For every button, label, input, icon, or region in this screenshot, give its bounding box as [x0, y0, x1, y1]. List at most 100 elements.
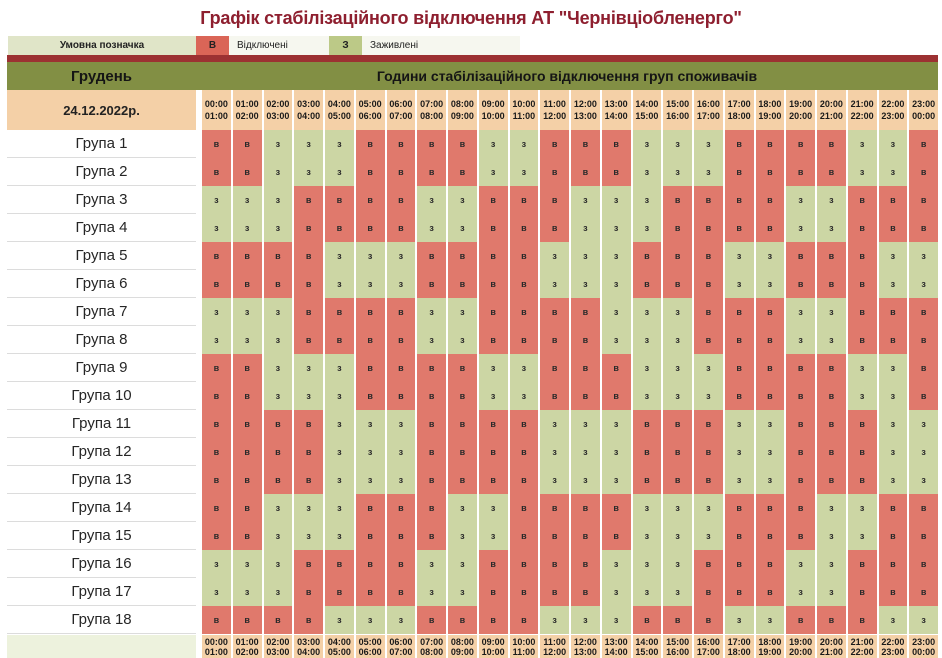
cell-off: в — [847, 326, 877, 354]
cell-off: в — [294, 550, 323, 578]
time-header-cell: 14:00 15:00 — [632, 635, 662, 658]
cell-on: з — [294, 158, 323, 186]
cell-off: в — [540, 130, 569, 158]
cell-off: в — [724, 522, 754, 550]
cell-off: в — [663, 410, 692, 438]
cell-on: з — [847, 382, 877, 410]
cell-on: з — [847, 522, 877, 550]
cell-on: з — [601, 242, 631, 270]
cell-off: в — [663, 438, 692, 466]
cell-on: з — [663, 298, 692, 326]
cell-on: з — [386, 466, 416, 494]
cell-off: в — [355, 130, 385, 158]
cell-off: в — [694, 550, 723, 578]
cell-on: з — [509, 354, 539, 382]
cell-off: в — [601, 522, 631, 550]
cell-on: з — [232, 298, 262, 326]
cell-on: з — [632, 298, 662, 326]
cell-on: з — [355, 410, 385, 438]
cell-off: в — [571, 522, 600, 550]
cell-off: в — [601, 354, 631, 382]
time-header-cell: 18:00 19:00 — [755, 90, 785, 130]
cell-on: з — [571, 466, 600, 494]
group-row: Група 13 в в в в з з з в в в в з з з в в в з з в в в з з — [7, 466, 938, 494]
cell-off: в — [694, 326, 723, 354]
cell-off: в — [632, 438, 662, 466]
cell-off: в — [817, 438, 846, 466]
cell-on: з — [448, 494, 477, 522]
cell-off: в — [202, 130, 231, 158]
cell-on: з — [601, 578, 631, 606]
cell-off: в — [847, 550, 877, 578]
cell-off: в — [817, 130, 846, 158]
cell-on: з — [540, 410, 569, 438]
cell-on: з — [663, 130, 692, 158]
cell-on: з — [478, 354, 508, 382]
cell-off: в — [232, 494, 262, 522]
group-label: Група 16 — [7, 550, 196, 578]
cell-off: в — [478, 466, 508, 494]
cell-off: в — [202, 410, 231, 438]
time-header-cell: 20:00 21:00 — [817, 90, 846, 130]
time-header-cell: 19:00 20:00 — [786, 635, 815, 658]
cell-on: з — [202, 578, 231, 606]
cell-off: в — [386, 578, 416, 606]
cell-on: з — [325, 466, 354, 494]
cell-off: в — [694, 186, 723, 214]
cell-on: з — [571, 438, 600, 466]
cell-off: в — [478, 186, 508, 214]
cell-on: з — [847, 354, 877, 382]
cell-on: з — [263, 522, 293, 550]
cell-off: в — [540, 494, 569, 522]
cell-off: в — [232, 382, 262, 410]
cell-off: в — [601, 158, 631, 186]
cell-on: з — [786, 214, 815, 242]
cell-on: з — [325, 438, 354, 466]
time-header-cell: 10:00 11:00 — [509, 90, 539, 130]
cell-off: в — [817, 382, 846, 410]
cell-on: з — [694, 354, 723, 382]
cell-on: з — [601, 326, 631, 354]
cell-on: з — [663, 494, 692, 522]
cell-on: з — [448, 550, 477, 578]
group-label: Група 13 — [7, 466, 196, 494]
cell-on: з — [355, 242, 385, 270]
cell-off: в — [571, 382, 600, 410]
cell-off: в — [909, 494, 938, 522]
cell-on: з — [202, 550, 231, 578]
month-header: Грудень — [70, 67, 132, 85]
cell-off: в — [540, 522, 569, 550]
cell-on: з — [632, 494, 662, 522]
cell-off: в — [571, 578, 600, 606]
cell-on: з — [232, 326, 262, 354]
schedule-table: Грудень Години стабілізаційного відключе… — [7, 55, 938, 658]
group-label: Група 6 — [7, 270, 196, 298]
cell-on: з — [325, 354, 354, 382]
cell-off: в — [509, 550, 539, 578]
cell-on: з — [448, 214, 477, 242]
cell-off: в — [909, 298, 938, 326]
cell-off: в — [786, 494, 815, 522]
cell-off: в — [601, 382, 631, 410]
cell-on: з — [878, 606, 908, 634]
date-row: 24.12.2022р. 00:00 01:00 01:00 02:00 02:00 03… — [7, 90, 938, 130]
cell-on: з — [632, 550, 662, 578]
time-header-cell: 11:00 12:00 — [540, 90, 569, 130]
cell-off: в — [694, 578, 723, 606]
group-row: Група 14 в в з з з в в в з з в в в в з з з в в в з з в в — [7, 494, 938, 522]
cell-off: в — [202, 270, 231, 298]
cell-off: в — [540, 354, 569, 382]
cell-on: з — [294, 382, 323, 410]
cell-on: з — [355, 270, 385, 298]
cell-off: в — [386, 550, 416, 578]
cell-on: з — [325, 606, 354, 634]
cell-on: з — [263, 550, 293, 578]
cell-off: в — [755, 522, 785, 550]
cell-off: в — [540, 550, 569, 578]
cell-off: в — [724, 382, 754, 410]
cell-off: в — [263, 410, 293, 438]
cell-on: з — [386, 410, 416, 438]
cell-off: в — [847, 298, 877, 326]
